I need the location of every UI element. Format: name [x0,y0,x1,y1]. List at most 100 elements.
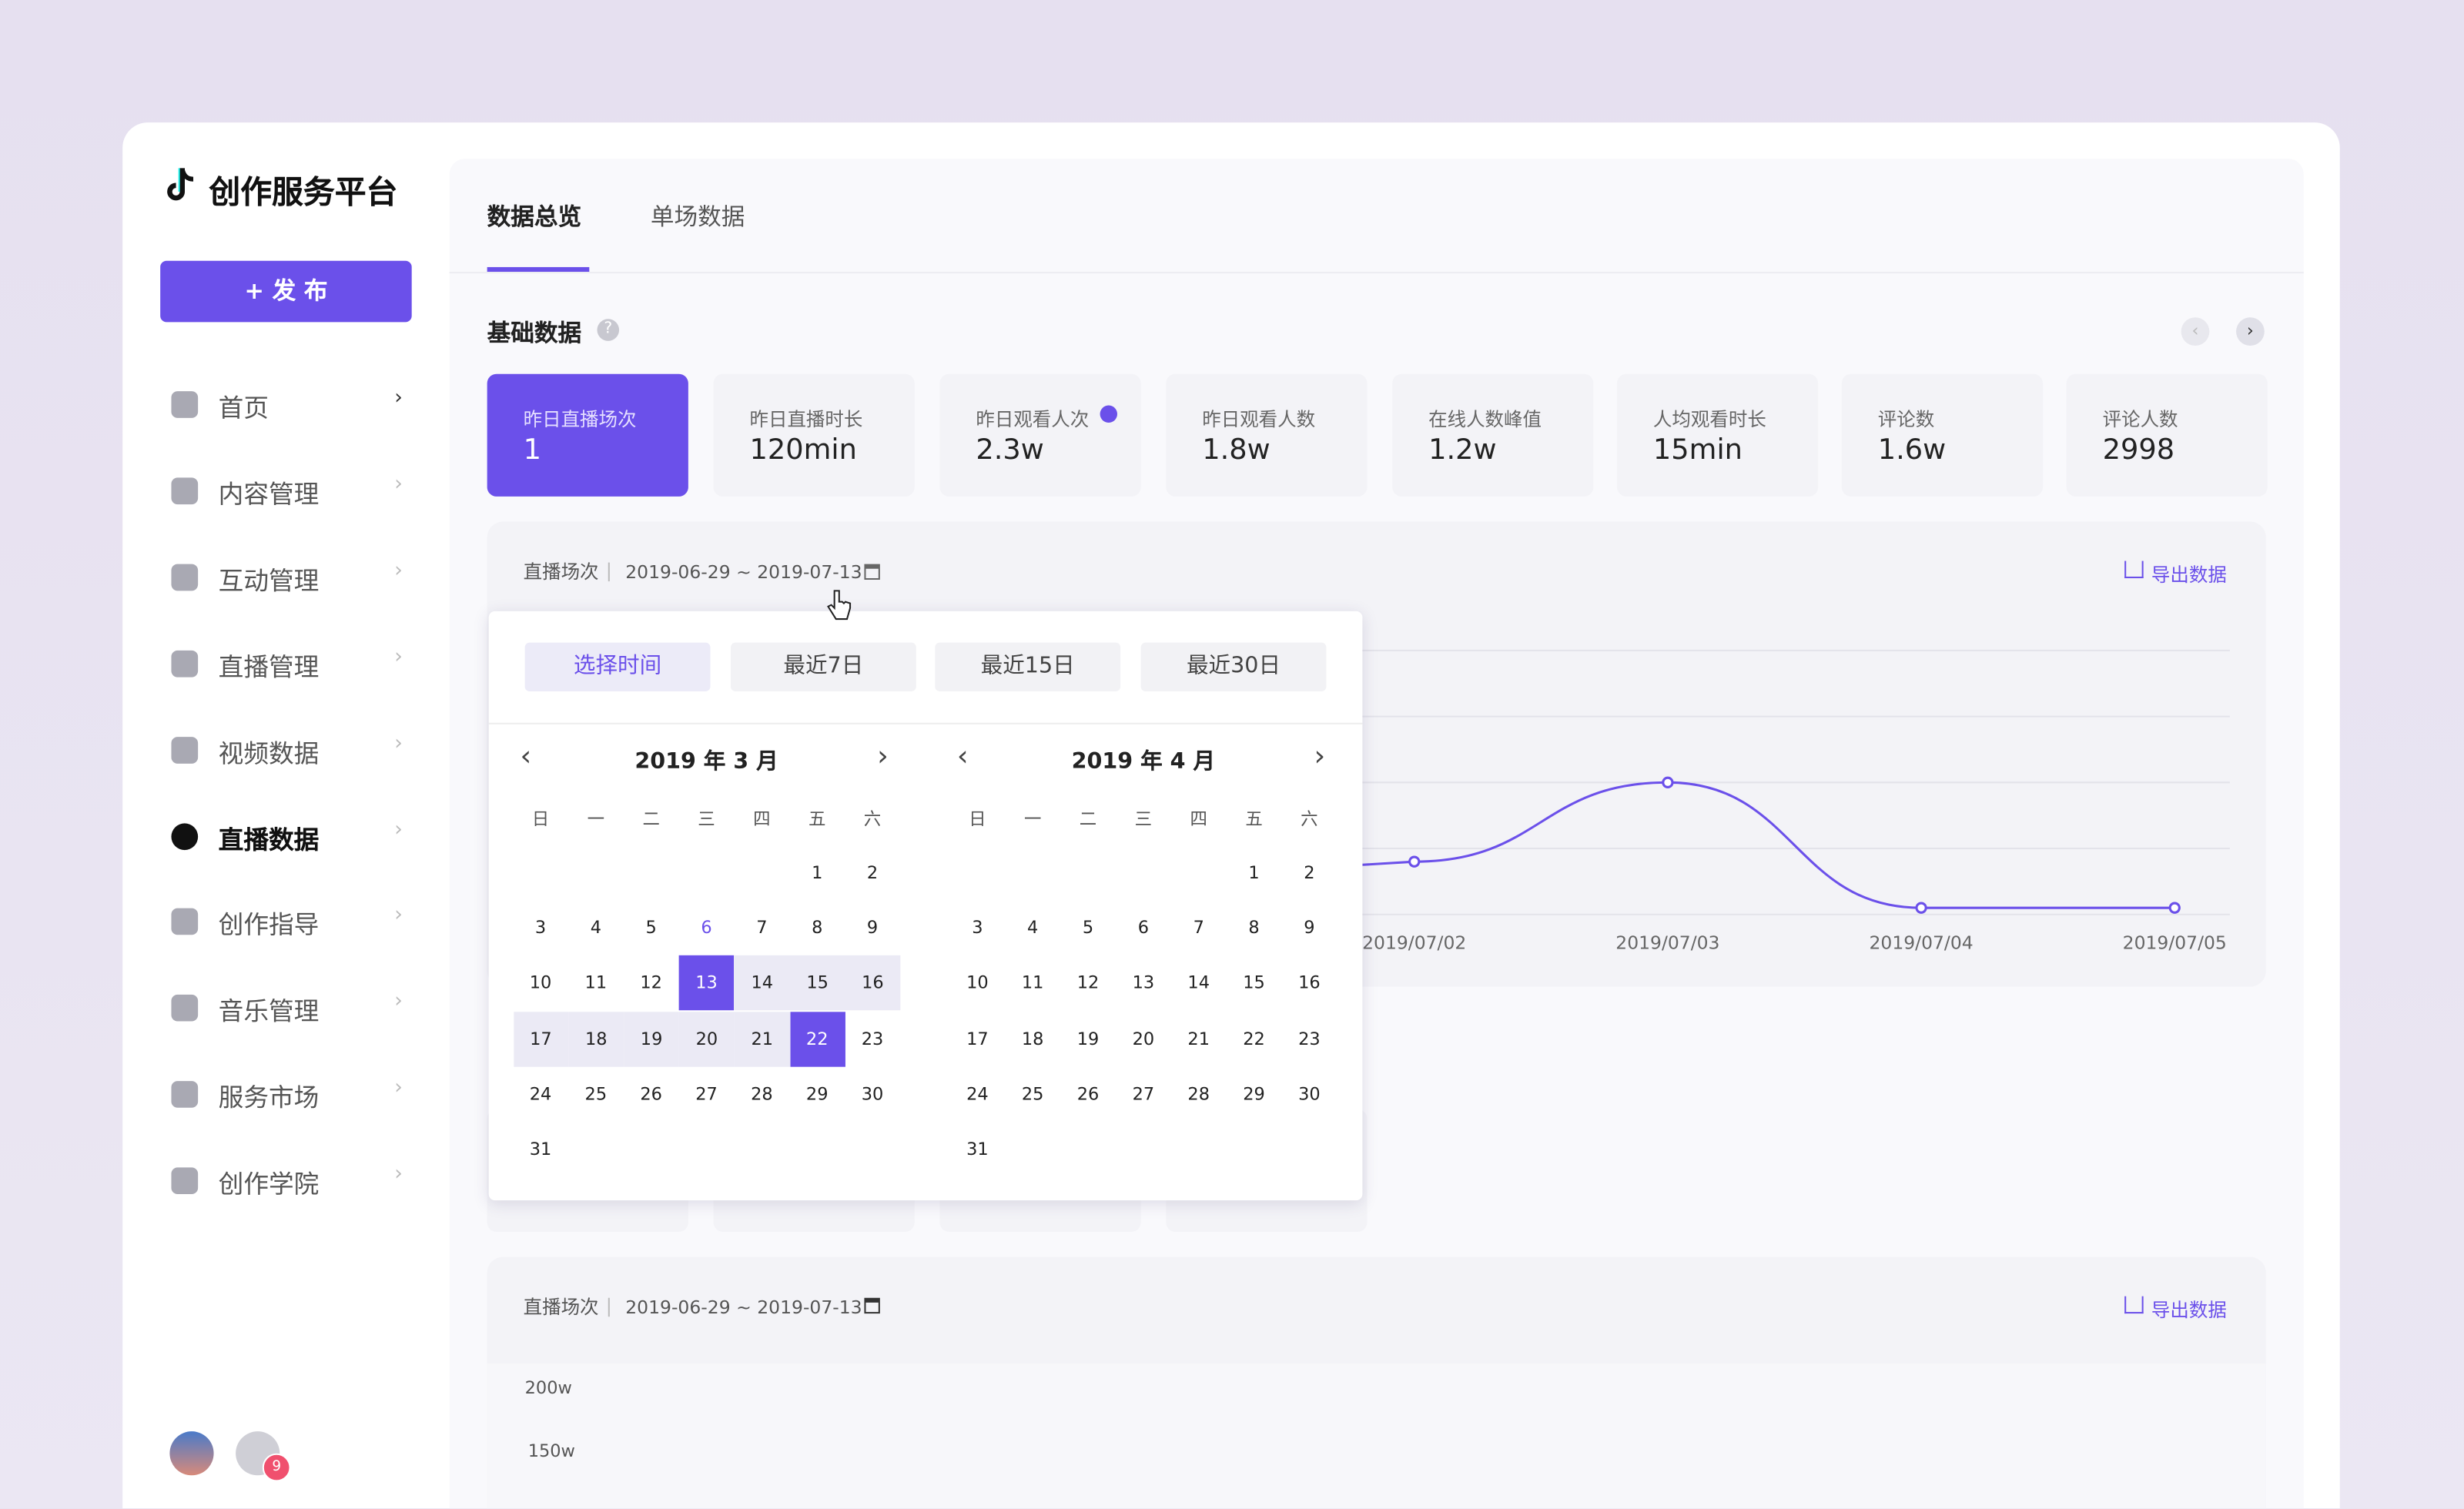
day-cell[interactable]: 7 [756,918,768,939]
date-range[interactable]: 2019-06-29 ~ 2019-07-13 [625,560,862,584]
day-cell[interactable]: 11 [584,973,608,994]
nav-arrow[interactable]: › [394,818,403,841]
nav-label[interactable]: 服务市场 [218,1082,320,1113]
nav-icon[interactable] [171,564,199,591]
day-cell[interactable]: 19 [623,1011,680,1066]
day-cell[interactable]: 4 [1027,918,1039,939]
day-cell[interactable]: 18 [568,1011,624,1066]
day-cell[interactable]: 12 [1076,973,1100,994]
day-cell[interactable]: 15 [1243,973,1265,994]
day-cell[interactable]: 31 [966,1139,989,1160]
day-cell[interactable]: 27 [1132,1083,1155,1105]
prev-month[interactable]: ‹ [956,740,969,774]
next-month[interactable]: › [1314,740,1326,774]
day-cell[interactable]: 1 [1248,862,1260,883]
prev-button[interactable]: ‹ [2181,317,2210,346]
day-cell[interactable]: 19 [1076,1028,1100,1049]
day-cell[interactable]: 12 [640,973,662,994]
stat-card[interactable]: 昨日观看人数 1.8w [1166,373,1368,497]
day-cell[interactable]: 17 [966,1028,989,1049]
nav-label[interactable]: 互动管理 [218,565,320,596]
calendar-icon[interactable] [864,1297,880,1314]
stat-card[interactable]: 人均观看时长 15min [1616,373,1819,497]
stat-card[interactable]: 昨日直播时长 120min [713,373,915,497]
nav-label[interactable]: 直播数据 [218,824,320,855]
day-cell[interactable]: 13 [1132,973,1155,994]
day-cell[interactable]: 6 [1137,918,1150,939]
stat-card[interactable]: 在线人数峰值 1.2w [1392,373,1594,497]
nav-arrow[interactable]: › [394,559,403,583]
day-cell[interactable]: 26 [640,1083,662,1105]
day-cell[interactable]: 25 [584,1083,608,1105]
day-cell[interactable]: 23 [861,1028,884,1049]
day-cell[interactable]: 6 [701,918,712,939]
day-cell[interactable]: 16 [1298,973,1321,994]
day-cell[interactable]: 22 [789,1011,845,1066]
nav-arrow[interactable]: › [394,1163,403,1186]
day-cell[interactable]: 30 [1298,1083,1321,1105]
day-cell[interactable]: 23 [1298,1028,1321,1049]
day-cell[interactable]: 29 [805,1083,829,1105]
nav-label[interactable]: 内容管理 [218,479,320,509]
day-cell[interactable]: 11 [1021,973,1044,994]
export-link[interactable]: 导出数据 [2151,564,2227,587]
date-range[interactable]: 2019-06-29 ~ 2019-07-13 [625,1296,862,1319]
day-cell[interactable]: 21 [734,1011,790,1066]
nav-icon[interactable] [171,995,199,1022]
export-link[interactable]: 导出数据 [2151,1299,2227,1322]
stat-card[interactable]: 评论数 1.6w [1841,373,2044,497]
day-cell[interactable]: 29 [1243,1083,1265,1105]
day-cell[interactable]: 30 [861,1083,884,1105]
day-cell[interactable]: 14 [734,955,790,1012]
nav-label[interactable]: 创作指导 [218,910,320,941]
nav-arrow[interactable]: › [394,473,403,497]
help-icon[interactable] [1100,405,1118,423]
day-cell[interactable]: 16 [845,955,901,1012]
day-cell[interactable]: 31 [529,1139,552,1160]
day-cell[interactable]: 2 [866,862,879,883]
day-cell[interactable]: 5 [645,918,657,939]
day-cell[interactable]: 22 [1243,1028,1265,1049]
preset-button[interactable]: 最近15日 [935,642,1121,691]
nav-label[interactable]: 音乐管理 [218,996,320,1027]
preset-button[interactable]: 选择时间 [524,642,711,691]
preset-button[interactable]: 最近30日 [1140,642,1327,691]
avatar[interactable] [169,1431,214,1476]
nav-arrow[interactable]: › [394,990,403,1014]
day-cell[interactable]: 28 [751,1083,773,1105]
nav-icon[interactable] [171,908,199,936]
preset-button[interactable]: 最近7日 [730,642,916,691]
day-cell[interactable]: 7 [1193,918,1204,939]
calendar-icon[interactable] [864,564,880,581]
day-cell[interactable]: 5 [1082,918,1094,939]
nav-icon[interactable] [171,650,199,677]
nav-arrow[interactable]: › [394,386,403,410]
nav-label[interactable]: 直播管理 [218,651,320,682]
tab[interactable]: 单场数据 [650,202,745,231]
day-cell[interactable]: 13 [678,955,735,1012]
day-cell[interactable]: 3 [972,918,983,939]
nav-icon[interactable] [171,822,199,850]
nav-arrow[interactable]: › [394,731,403,755]
day-cell[interactable]: 14 [1187,973,1210,994]
day-cell[interactable]: 21 [1187,1028,1210,1049]
nav-label[interactable]: 创作学院 [218,1169,320,1200]
next-button[interactable]: › [2236,317,2265,346]
day-cell[interactable]: 9 [866,918,879,939]
day-cell[interactable]: 24 [529,1083,552,1105]
day-cell[interactable]: 4 [590,918,601,939]
nav-icon[interactable] [171,1167,199,1195]
day-cell[interactable]: 8 [812,918,823,939]
day-cell[interactable]: 10 [966,973,989,994]
day-cell[interactable]: 15 [789,955,845,1012]
next-month[interactable]: › [877,740,889,774]
day-cell[interactable]: 17 [513,1011,569,1066]
tab-active[interactable]: 数据总览 [487,202,582,231]
nav-icon[interactable] [171,477,199,504]
nav-icon[interactable] [171,736,199,763]
day-cell[interactable]: 3 [534,918,547,939]
day-cell[interactable]: 2 [1304,862,1315,883]
publish-button[interactable]: + 发 布 [160,260,412,323]
stat-card[interactable]: 评论人数 2998 [2066,373,2268,497]
day-cell[interactable]: 1 [812,862,823,883]
